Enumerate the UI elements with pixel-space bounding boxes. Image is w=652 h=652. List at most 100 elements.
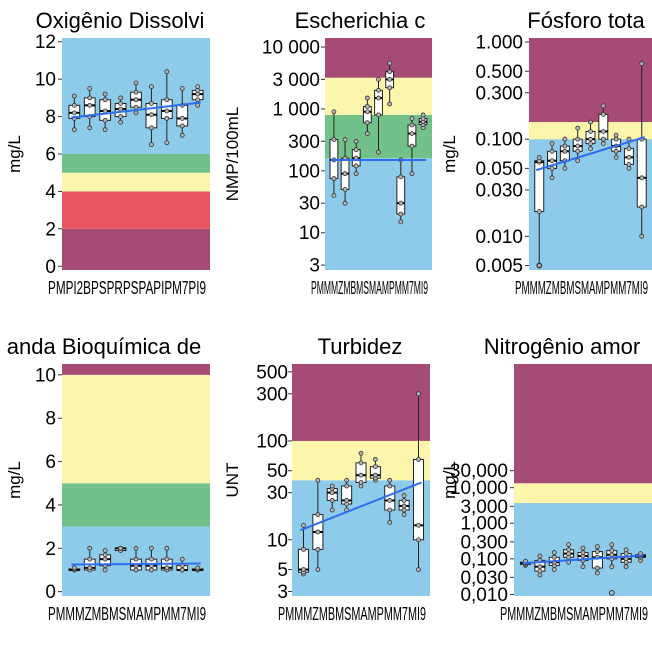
- data-point: [179, 556, 185, 562]
- box-body: [362, 105, 372, 124]
- quality-band-purple: [325, 38, 432, 78]
- data-point: [536, 154, 542, 160]
- data-point: [118, 545, 123, 551]
- data-point: [600, 111, 606, 117]
- quality-band-green: [62, 483, 210, 527]
- data-point: [537, 553, 543, 559]
- panel-6: 0,0100,0300,1000,3001,0003,00010,00030,0…: [440, 334, 652, 624]
- data-point: [626, 146, 632, 151]
- data-point: [398, 211, 404, 217]
- data-point: [613, 136, 619, 142]
- quality-band-purple: [529, 38, 652, 123]
- data-point: [609, 548, 615, 554]
- box-series: [68, 545, 204, 573]
- box-body: [591, 551, 603, 569]
- quality-band-purple: [514, 364, 652, 484]
- y-tick-label: 30: [299, 194, 320, 215]
- data-point: [376, 112, 381, 118]
- data-point: [594, 549, 600, 554]
- box-1: [297, 522, 310, 577]
- y-tick-label: 6: [45, 145, 56, 166]
- data-point: [118, 119, 123, 125]
- data-point: [118, 106, 123, 112]
- y-axis-label: mg/L: [5, 135, 24, 173]
- data-point: [588, 129, 593, 134]
- data-point: [353, 163, 359, 169]
- y-tick-label: 0.500: [475, 62, 523, 83]
- data-point: [376, 149, 381, 155]
- data-point: [639, 175, 645, 181]
- data-point: [358, 472, 364, 478]
- data-point: [179, 132, 185, 138]
- data-point: [164, 556, 170, 562]
- y-tick-label: 0: [45, 582, 56, 603]
- data-point: [600, 141, 606, 147]
- data-point: [409, 131, 415, 136]
- data-point: [575, 158, 581, 164]
- data-point: [71, 110, 77, 116]
- data-point: [409, 116, 415, 121]
- data-point: [179, 116, 185, 121]
- box-2: [340, 137, 350, 206]
- data-point: [398, 174, 404, 180]
- y-tick-label: 12: [35, 32, 56, 53]
- data-point: [613, 132, 619, 138]
- data-point: [364, 120, 370, 126]
- data-point: [71, 127, 77, 133]
- data-point: [588, 119, 593, 125]
- y-tick-label: 10: [35, 365, 56, 386]
- data-point: [179, 567, 185, 573]
- data-point: [133, 80, 139, 86]
- y-tick-label: 2: [45, 539, 56, 560]
- box-body: [355, 462, 367, 483]
- x-category-labels: PMMMZMBMSMAMPMM7MI9: [48, 604, 206, 624]
- y-tick-label: 10: [267, 530, 288, 551]
- box-2: [312, 477, 324, 572]
- data-point: [549, 141, 555, 147]
- y-tick-label: 1,000: [460, 514, 508, 535]
- data-point: [639, 61, 645, 66]
- data-point: [551, 554, 557, 560]
- y-tick-label: 8: [45, 107, 56, 128]
- y-axis-label: NMP/100mL: [223, 107, 242, 201]
- data-point: [387, 85, 393, 91]
- box-6: [385, 60, 395, 107]
- data-point: [164, 545, 170, 551]
- data-point: [575, 148, 581, 154]
- data-point: [387, 483, 393, 489]
- y-tick-label: 300: [256, 384, 288, 405]
- box-body: [176, 104, 189, 127]
- y-tick-label: 10: [299, 223, 320, 244]
- trend-line: [71, 101, 201, 119]
- data-point: [387, 519, 393, 525]
- data-point: [315, 477, 321, 483]
- data-point: [342, 200, 348, 206]
- data-point: [329, 498, 335, 503]
- data-point: [376, 95, 381, 101]
- data-point: [149, 125, 154, 131]
- y-tick-label: 0,010: [460, 585, 508, 606]
- data-point: [600, 103, 606, 109]
- box-body: [396, 176, 406, 215]
- trend-line: [535, 136, 646, 172]
- data-point: [387, 498, 393, 503]
- data-point: [133, 104, 139, 110]
- data-point: [609, 542, 615, 548]
- data-point: [149, 567, 154, 573]
- x-category-labels: PMMMZMBMSMAMPMM7MI9: [515, 278, 648, 298]
- data-point: [575, 136, 581, 142]
- data-point: [149, 545, 154, 551]
- data-point: [537, 564, 543, 570]
- y-tick-label: 0,030: [460, 568, 508, 589]
- data-point: [164, 116, 170, 121]
- trend-line: [300, 481, 422, 532]
- box-4: [341, 477, 353, 513]
- data-point: [133, 110, 139, 116]
- data-point: [580, 545, 586, 551]
- box-4: [114, 95, 127, 125]
- data-point: [364, 131, 370, 136]
- data-point: [149, 142, 154, 148]
- data-point: [71, 565, 77, 571]
